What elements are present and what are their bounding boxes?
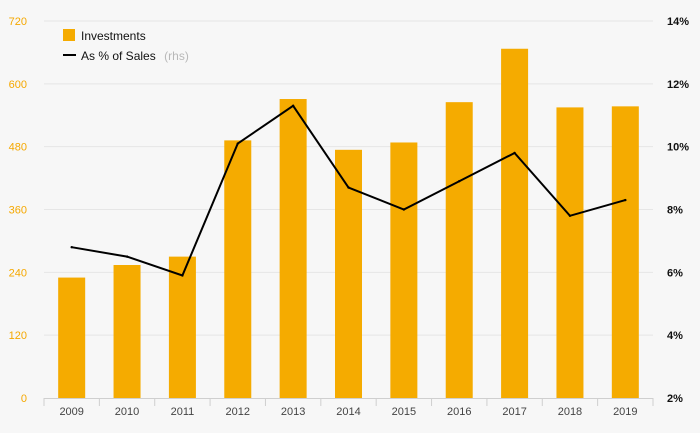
bar: [501, 48, 529, 398]
y-left-tick-label: 0: [21, 393, 27, 405]
line-point: [291, 104, 295, 108]
bar: [279, 99, 307, 398]
x-tick-label: 2019: [613, 406, 637, 418]
x-tick-label: 2016: [447, 406, 471, 418]
bar: [224, 140, 252, 398]
bar: [445, 102, 473, 398]
y-right-tick-label: 6%: [667, 267, 683, 279]
bar-series: [58, 48, 639, 399]
bar: [611, 106, 639, 399]
line-point: [181, 274, 184, 277]
line-point: [125, 255, 129, 258]
y-right-tick-label: 14%: [667, 16, 689, 28]
y-left-tick-label: 720: [9, 16, 27, 28]
y-left-tick-label: 240: [9, 267, 27, 279]
x-tick-label: 2017: [502, 406, 526, 418]
legend-sales-name: As % of Sales: [81, 49, 156, 63]
line-point: [236, 142, 239, 145]
bar: [390, 142, 418, 398]
line-point: [347, 186, 350, 189]
line-point: [568, 214, 572, 217]
bar: [113, 265, 141, 398]
y-left-tick-label: 120: [9, 330, 27, 342]
line-point: [458, 180, 461, 183]
x-tick-label: 2018: [558, 406, 582, 418]
y-right-tick-label: 8%: [667, 205, 683, 217]
x-tick-label: 2013: [281, 406, 305, 418]
x-tick-label: 2012: [226, 406, 250, 418]
legend-sales-label: As % of Sales (rhs): [81, 47, 189, 64]
y-right-tick-label: 10%: [667, 142, 689, 154]
line-point: [70, 246, 73, 249]
axes: 0 120 240 360 480 600 720 2% 4% 6% 8% 10% 12% 14% 2009…: [9, 16, 690, 418]
legend-sales-suffix: (rhs): [164, 49, 189, 63]
line-point: [513, 151, 516, 155]
bar: [168, 256, 196, 398]
x-tick-label: 2014: [336, 406, 360, 418]
y-left-tick-label: 600: [9, 79, 27, 91]
line-point: [624, 198, 627, 202]
legend: Investments As % of Sales (rhs): [63, 29, 189, 64]
y-right-tick-label: 2%: [667, 393, 683, 405]
bar: [556, 107, 584, 398]
bar: [58, 277, 86, 398]
line-point: [402, 208, 406, 211]
x-tick-label: 2015: [392, 406, 416, 418]
x-tick-label: 2010: [115, 406, 139, 418]
line-series: [70, 104, 627, 277]
y-right-tick-label: 4%: [667, 330, 683, 342]
y-left-tick-label: 480: [9, 142, 27, 154]
legend-investments-swatch: [63, 29, 75, 41]
x-tick-label: 2011: [171, 406, 195, 418]
x-tick-label: 2009: [59, 406, 83, 418]
y-left-tick-label: 360: [9, 205, 27, 217]
y-right-tick-label: 12%: [667, 79, 689, 91]
legend-investments-label: Investments: [81, 29, 146, 43]
